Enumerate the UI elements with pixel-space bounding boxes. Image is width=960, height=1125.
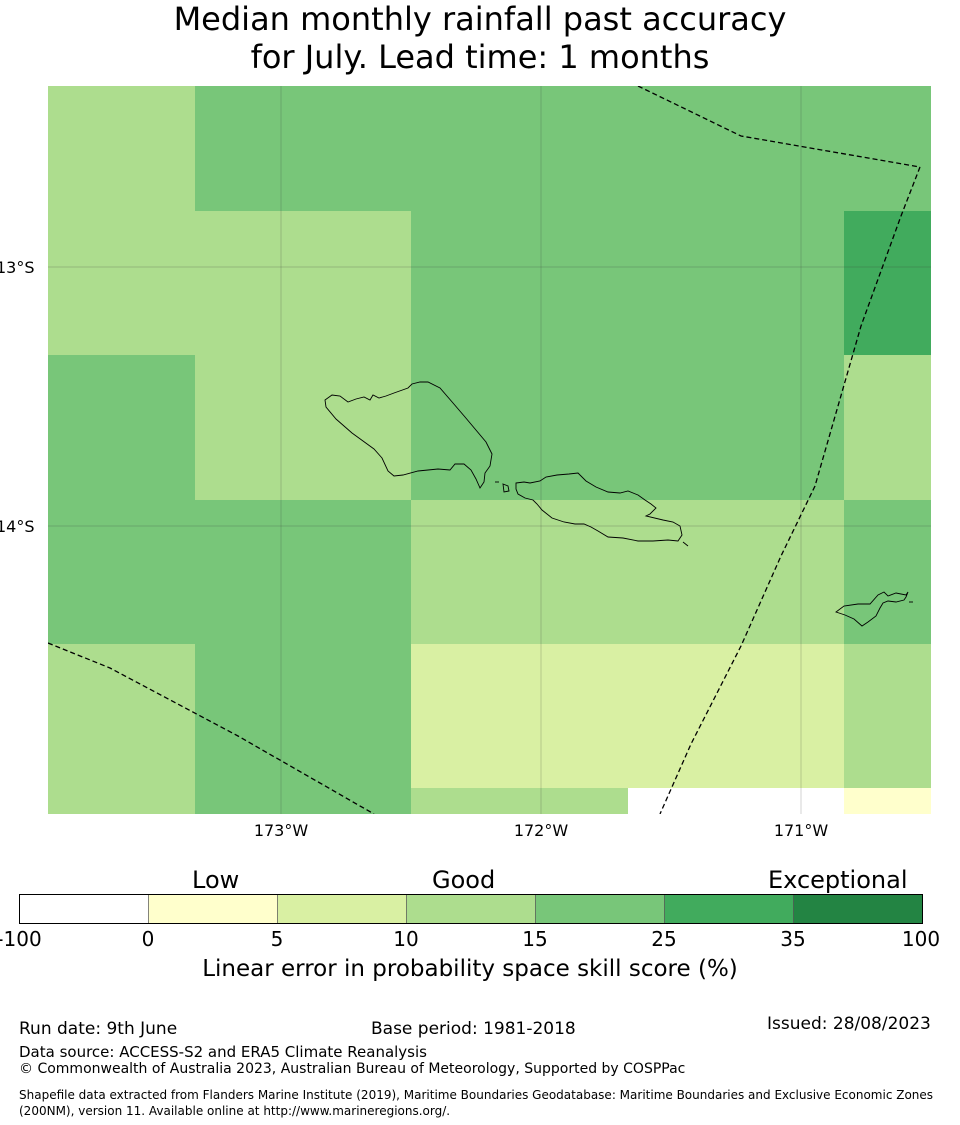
grid-cell [628,644,844,788]
grid-cell [844,788,931,814]
grid-cell [411,211,628,355]
grid-cell [48,211,195,355]
run-date: Run date: 9th June [19,1019,178,1039]
tick-label-15: 15 [522,927,548,951]
colorbar-segment [148,894,278,924]
colorbar-segment [664,894,794,924]
colorbar-title: Linear error in probability space skill … [202,956,738,982]
grid-cell [844,355,931,500]
category-exceptional-label: Exceptional [768,866,908,894]
title-line-1: Median monthly rainfall past accuracy [173,0,787,38]
graticule [48,86,931,814]
grid-cell [628,500,844,644]
grid-cell [195,644,411,788]
island-upolu [515,472,683,542]
lat-label-13s: 13°S [0,258,35,277]
colorbar-segment [406,894,536,924]
category-low-label: Low [192,866,240,894]
grid-cell [844,211,931,355]
grid-cell [844,86,931,211]
grid-cell [628,788,844,814]
islet-upolu-tip [682,541,689,547]
island-tutuila [835,591,909,627]
lon-label-173w: 173°W [253,821,309,840]
grid-cell [48,644,195,788]
colorbar [19,894,923,924]
tick-label-25: 25 [651,927,677,951]
tick-label-neg100: -100 [0,927,42,951]
eez-boundary-north [637,86,921,168]
issued-date: Issued: 28/08/2023 [767,1014,931,1034]
grid-cell [411,788,628,814]
grid-cell [48,788,195,814]
tick-label-100: 100 [901,927,941,951]
tick-label-5: 5 [270,927,284,951]
grid-cell [195,500,411,644]
grid-cell [628,211,844,355]
lon-label-171w: 171°W [773,821,829,840]
copyright: © Commonwealth of Australia 2023, Austra… [19,1061,686,1077]
title-line-2: for July. Lead time: 1 months [250,38,710,76]
base-period: Base period: 1981-2018 [371,1019,576,1039]
eez-boundary-east [659,166,921,814]
eez-boundaries [48,86,921,814]
grid-cell [411,86,628,211]
shapefile-credit: Shapefile data extracted from Flanders M… [19,1088,934,1118]
tick-label-0: 0 [141,927,155,951]
grid-cell [195,788,411,814]
rainfall-accuracy-map [48,86,931,814]
grid-cell [844,644,931,788]
category-good-label: Good [432,866,496,894]
map-title: Median monthly rainfall past accuracy fo… [0,0,960,76]
grid-cell [48,500,195,644]
eez-boundary-southwest [48,642,375,814]
skill-grid [48,86,931,814]
grid-cell [195,211,411,355]
island-savaii [324,381,493,489]
grid-cell [628,86,844,211]
colorbar-segment [277,894,407,924]
colorbar-segment [19,894,149,924]
grid-cell [195,355,411,500]
grid-cell [411,355,628,500]
tick-label-10: 10 [393,927,419,951]
grid-cell [48,86,195,211]
grid-cell [411,500,628,644]
grid-cell [48,355,195,500]
grid-cell [411,644,628,788]
grid-cell [195,86,411,211]
grid-cell [628,355,844,500]
islet-apolima [502,483,510,493]
colorbar-segment [793,894,923,924]
data-source: Data source: ACCESS-S2 and ERA5 Climate … [19,1043,427,1061]
coastlines [324,381,913,627]
colorbar-segment [535,894,665,924]
tick-label-35: 35 [780,927,806,951]
grid-cell [844,500,931,644]
lon-label-172w: 172°W [513,821,569,840]
colorbar-outline [19,894,923,924]
lat-label-14s: 14°S [0,517,35,536]
